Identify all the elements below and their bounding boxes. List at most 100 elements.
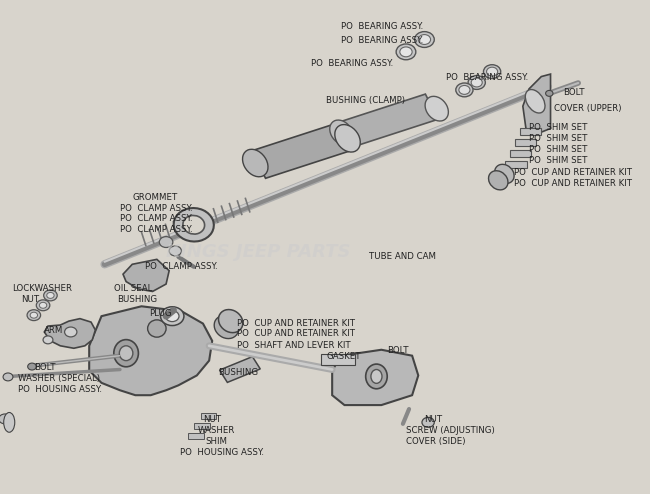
Ellipse shape [468, 76, 486, 89]
Text: PO  CUP AND RETAINER KIT: PO CUP AND RETAINER KIT [514, 179, 632, 188]
Ellipse shape [495, 165, 514, 183]
Ellipse shape [366, 364, 387, 389]
Text: PO  CUP AND RETAINER KIT: PO CUP AND RETAINER KIT [237, 319, 355, 328]
Ellipse shape [459, 85, 470, 94]
Text: GASKET: GASKET [326, 352, 361, 361]
Bar [510, 150, 532, 157]
Text: WASHER: WASHER [198, 426, 235, 435]
Text: PO  SHIM SET: PO SHIM SET [529, 134, 588, 143]
Ellipse shape [456, 83, 473, 97]
Text: GROMMET: GROMMET [132, 193, 177, 202]
Ellipse shape [44, 290, 57, 301]
Ellipse shape [159, 237, 173, 247]
Text: PO  SHIM SET: PO SHIM SET [529, 156, 588, 165]
Ellipse shape [64, 327, 77, 337]
Ellipse shape [47, 292, 54, 298]
Ellipse shape [484, 65, 501, 79]
Text: SCREW (ADJUSTING): SCREW (ADJUSTING) [406, 426, 495, 435]
Polygon shape [123, 259, 169, 291]
Text: PO  CLAMP ASSY.: PO CLAMP ASSY. [144, 262, 217, 271]
Ellipse shape [371, 370, 382, 383]
Text: BOLT: BOLT [387, 346, 409, 355]
Ellipse shape [400, 47, 412, 57]
Text: BUSHING: BUSHING [218, 368, 259, 377]
Text: OIL SEAL: OIL SEAL [114, 284, 152, 293]
Text: PO  BEARING ASSY.: PO BEARING ASSY. [341, 22, 424, 31]
Bar [515, 139, 536, 146]
Bar [188, 433, 203, 439]
Polygon shape [523, 74, 551, 133]
Ellipse shape [419, 35, 430, 44]
Text: LOCKWASHER: LOCKWASHER [12, 284, 72, 293]
Text: BOLT: BOLT [563, 88, 584, 97]
Ellipse shape [4, 412, 15, 432]
Ellipse shape [169, 246, 181, 256]
Text: SHIM: SHIM [205, 437, 228, 446]
Text: PO  HOUSING ASSY.: PO HOUSING ASSY. [18, 385, 103, 394]
Ellipse shape [28, 363, 36, 370]
Text: NUT: NUT [424, 415, 443, 424]
Ellipse shape [40, 302, 47, 308]
Text: PO  CLAMP ASSY.: PO CLAMP ASSY. [120, 214, 192, 223]
Ellipse shape [214, 316, 239, 338]
Text: COVER (UPPER): COVER (UPPER) [554, 104, 621, 113]
Ellipse shape [36, 300, 50, 311]
Text: PLUG: PLUG [150, 309, 172, 318]
Text: TUBE AND CAM: TUBE AND CAM [369, 252, 436, 261]
Ellipse shape [525, 89, 545, 113]
Bar [505, 161, 526, 168]
Ellipse shape [425, 96, 448, 121]
Text: PO  BEARING ASSY.: PO BEARING ASSY. [446, 73, 528, 82]
Ellipse shape [396, 44, 416, 60]
Ellipse shape [218, 310, 243, 332]
Ellipse shape [487, 67, 498, 76]
Text: BUSHING (CLAMP): BUSHING (CLAMP) [326, 96, 405, 105]
Text: ARM: ARM [44, 326, 64, 335]
Ellipse shape [3, 373, 13, 381]
Text: PO  CUP AND RETAINER KIT: PO CUP AND RETAINER KIT [514, 168, 632, 177]
Text: NUT: NUT [21, 295, 40, 304]
Ellipse shape [43, 336, 53, 344]
Ellipse shape [0, 414, 11, 424]
Text: BOLT: BOLT [34, 363, 55, 372]
Ellipse shape [183, 215, 205, 234]
Text: PO  BEARING ASSY.: PO BEARING ASSY. [341, 36, 424, 44]
Text: KINGS JEEP PARTS: KINGS JEEP PARTS [166, 243, 350, 261]
Bar [520, 128, 541, 135]
Text: PO  SHIM SET: PO SHIM SET [529, 124, 588, 132]
Ellipse shape [161, 307, 184, 326]
Text: PO  CLAMP ASSY.: PO CLAMP ASSY. [120, 204, 192, 212]
Polygon shape [89, 306, 212, 395]
Text: PO  CLAMP ASSY.: PO CLAMP ASSY. [120, 225, 192, 234]
Polygon shape [44, 319, 96, 348]
Ellipse shape [148, 320, 166, 337]
Bar [321, 354, 355, 365]
Bar [220, 357, 260, 382]
Ellipse shape [30, 312, 38, 318]
Ellipse shape [489, 171, 508, 190]
Ellipse shape [335, 124, 360, 152]
Ellipse shape [27, 310, 40, 321]
Ellipse shape [242, 149, 268, 177]
Text: WASHER (SPECIAL): WASHER (SPECIAL) [18, 374, 101, 383]
Ellipse shape [330, 120, 353, 145]
Bar [194, 423, 210, 429]
Text: PO  CUP AND RETAINER KIT: PO CUP AND RETAINER KIT [237, 329, 355, 338]
Ellipse shape [174, 208, 214, 242]
Ellipse shape [545, 90, 553, 96]
Ellipse shape [120, 346, 133, 361]
Bar [201, 413, 216, 419]
Text: PO  SHIM SET: PO SHIM SET [529, 145, 588, 154]
Text: NUT: NUT [203, 415, 221, 424]
Ellipse shape [166, 311, 179, 322]
Ellipse shape [422, 417, 434, 427]
Text: PO  SHAFT AND LEVER KIT: PO SHAFT AND LEVER KIT [237, 341, 350, 350]
Text: COVER (SIDE): COVER (SIDE) [406, 437, 465, 446]
Text: PO  HOUSING ASSY.: PO HOUSING ASSY. [179, 448, 264, 456]
Bar [252, 123, 351, 178]
Polygon shape [332, 350, 419, 405]
Text: BUSHING: BUSHING [117, 295, 157, 304]
Ellipse shape [415, 32, 434, 47]
Ellipse shape [114, 340, 138, 367]
Ellipse shape [471, 78, 482, 87]
